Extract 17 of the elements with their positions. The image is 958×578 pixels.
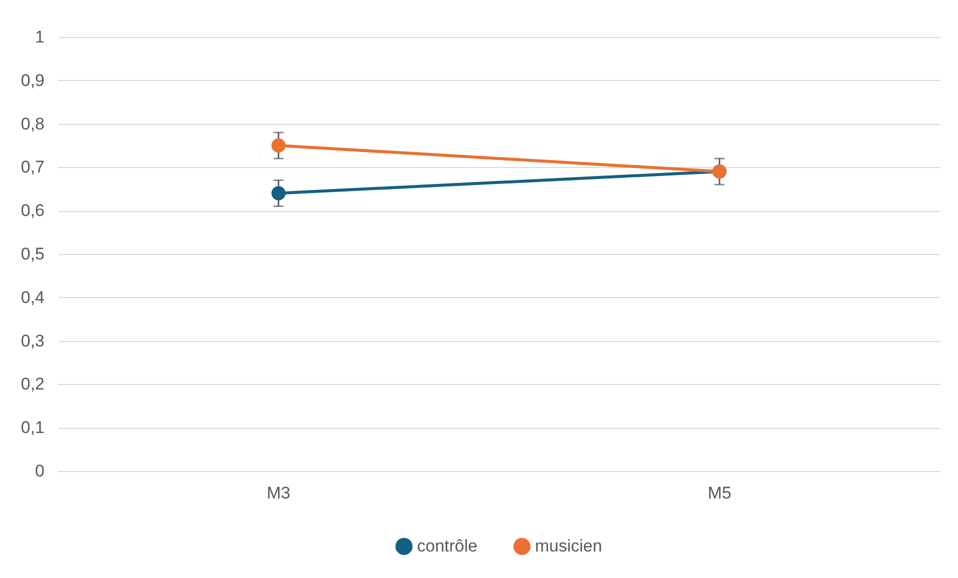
y-tick-label: 0 bbox=[35, 462, 44, 480]
y-tick-label: 0,5 bbox=[20, 244, 44, 264]
legend-label: contrôle bbox=[417, 536, 478, 556]
legend-label: musicien bbox=[535, 536, 602, 556]
y-tick-label: 0,1 bbox=[20, 418, 44, 438]
point bbox=[271, 138, 286, 153]
y-tick-label: 0,3 bbox=[20, 331, 44, 350]
y-tick-label: 0,7 bbox=[20, 158, 44, 177]
y-tick-label: 0,8 bbox=[20, 114, 44, 134]
point bbox=[271, 186, 286, 200]
y-tick-label: 0,6 bbox=[20, 201, 44, 220]
y-tick-label: 0,2 bbox=[20, 374, 44, 394]
y-tick-label: 0,4 bbox=[20, 288, 44, 307]
y-tick-label: 0,9 bbox=[20, 70, 44, 90]
x-tick-label: M3 bbox=[266, 484, 290, 502]
y-tick-label: 1 bbox=[35, 28, 44, 46]
x-tick-label: M5 bbox=[708, 484, 732, 502]
